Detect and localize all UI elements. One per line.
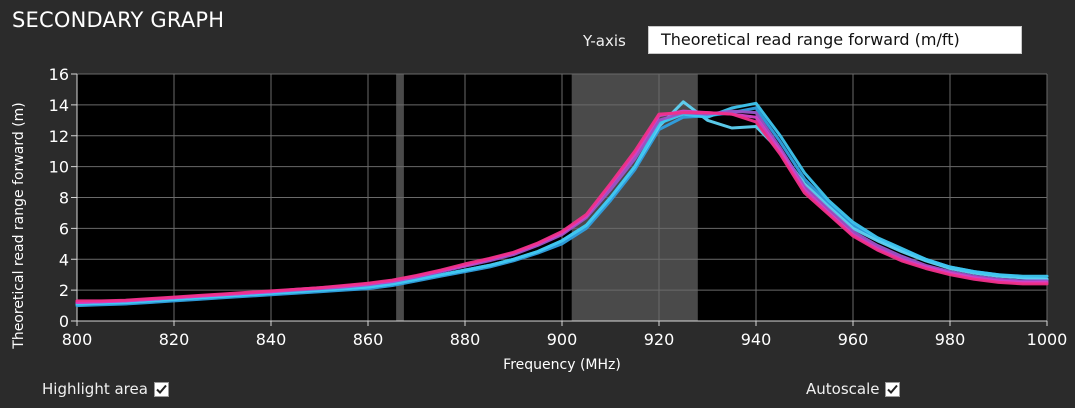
y-axis-title: Theoretical read range forward (m) [11, 102, 27, 349]
y-tick-label: 12 [49, 127, 69, 146]
y-tick-label: 8 [59, 189, 69, 208]
x-tick-label: 900 [547, 330, 578, 349]
y-tick-label: 2 [59, 281, 69, 300]
y-tick-label: 4 [59, 250, 69, 269]
x-tick-label: 960 [838, 330, 869, 349]
highlight-area-toggle[interactable]: Highlight area [42, 380, 169, 398]
yaxis-selector-label: Y-axis [583, 32, 626, 50]
yaxis-select[interactable]: Theoretical read range forward (m/ft) [648, 26, 1022, 54]
x-tick-label: 880 [450, 330, 481, 349]
x-tick-label: 820 [159, 330, 190, 349]
highlight-area-label: Highlight area [42, 380, 148, 398]
x-tick-label: 920 [644, 330, 675, 349]
series-line-6 [75, 111, 1049, 303]
y-tick-label: 10 [49, 158, 69, 177]
autoscale-toggle[interactable]: Autoscale [806, 380, 901, 398]
highlight-area-checkbox[interactable] [153, 381, 169, 397]
x-tick-label: 840 [256, 330, 287, 349]
y-tick-label: 6 [59, 219, 69, 238]
y-tick-label: 16 [49, 65, 69, 84]
x-tick-label: 860 [353, 330, 384, 349]
x-tick-label: 940 [741, 330, 772, 349]
y-tick-label: 14 [49, 96, 69, 115]
checkmark-icon [887, 384, 899, 394]
y-tick-label: 0 [59, 312, 69, 331]
panel-title: SECONDARY GRAPH [12, 8, 225, 32]
x-tick-label: 800 [62, 330, 93, 349]
checkmark-icon [156, 384, 167, 394]
autoscale-label: Autoscale [806, 380, 880, 398]
x-axis-title: Frequency (MHz) [503, 357, 621, 373]
x-tick-label: 1000 [1027, 330, 1068, 349]
series-line-3 [75, 101, 1049, 306]
x-tick-label: 980 [935, 330, 966, 349]
autoscale-checkbox[interactable] [885, 381, 901, 397]
